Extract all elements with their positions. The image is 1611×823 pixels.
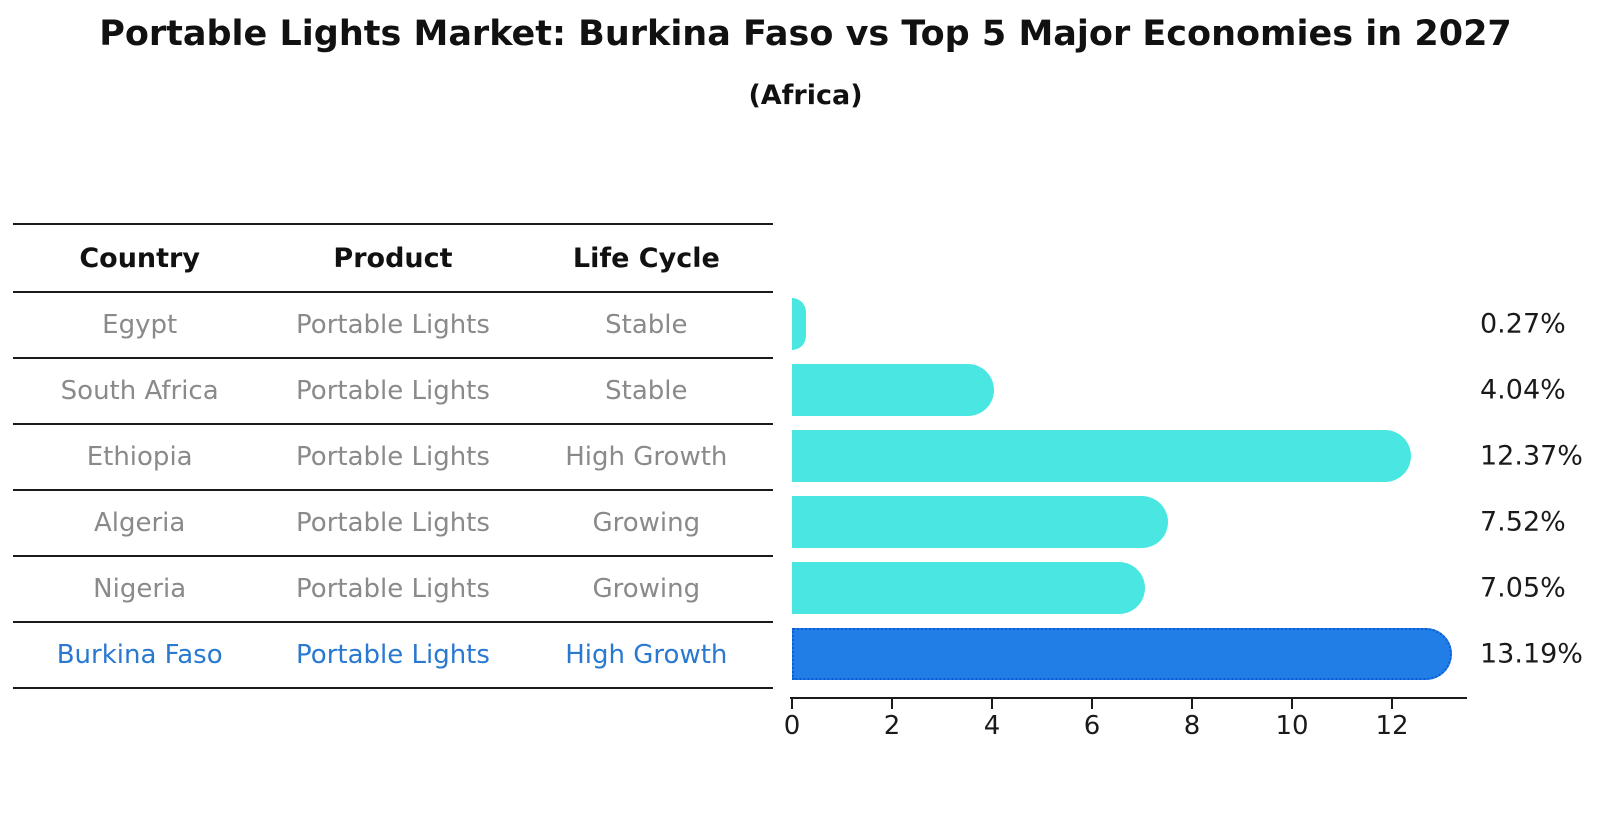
x-axis-tick-label: 2 — [883, 711, 901, 741]
table-row: South Africa Portable Lights Stable — [13, 359, 773, 425]
x-axis-tick-label: 0 — [783, 711, 801, 741]
x-axis-tick — [991, 699, 993, 709]
cell-product: Portable Lights — [296, 376, 490, 406]
cell-life-cycle: Growing — [592, 508, 701, 538]
bar-burkina-faso — [792, 628, 1452, 680]
cell-country: Egypt — [102, 310, 178, 340]
cell-product: Portable Lights — [296, 508, 490, 538]
cell-product: Portable Lights — [296, 574, 490, 604]
bar-nigeria — [792, 562, 1145, 614]
cell-life-cycle: Stable — [605, 310, 688, 340]
bar-value-label: 7.52% — [1480, 506, 1566, 538]
bar-ethiopia — [792, 430, 1411, 482]
bar-south-africa — [792, 364, 994, 416]
chart-subtitle: (Africa) — [748, 80, 863, 111]
x-axis-tick-label: 12 — [1375, 711, 1409, 741]
cell-life-cycle: Growing — [592, 574, 701, 604]
bar-value-label: 4.04% — [1480, 374, 1566, 406]
cell-country: Ethiopia — [86, 442, 193, 472]
x-axis-tick — [891, 699, 893, 709]
cell-life-cycle: High Growth — [565, 640, 728, 670]
x-axis-line — [790, 697, 1467, 699]
bar-value-label: 12.37% — [1480, 440, 1583, 472]
chart-title: Portable Lights Market: Burkina Faso vs … — [99, 14, 1512, 54]
table-row: Egypt Portable Lights Stable — [13, 293, 773, 359]
country-table: Country Product Life Cycle Egypt Portable Li… — [13, 223, 773, 689]
cell-product: Portable Lights — [296, 442, 490, 472]
column-header-life-cycle: Life Cycle — [572, 242, 720, 274]
x-axis-tick — [791, 699, 793, 709]
bar-value-label: 13.19% — [1480, 638, 1583, 670]
x-axis-tick-label: 4 — [983, 711, 1001, 741]
column-header-product: Product — [333, 242, 453, 274]
table-row: Burkina Faso Portable Lights High Growth — [13, 623, 773, 689]
x-axis-tick-label: 8 — [1183, 711, 1201, 741]
table-row: Ethiopia Portable Lights High Growth — [13, 425, 773, 491]
table-row: Nigeria Portable Lights Growing — [13, 557, 773, 623]
table-row: Algeria Portable Lights Growing — [13, 491, 773, 557]
cell-country: Algeria — [93, 508, 186, 538]
table-header-row: Country Product Life Cycle — [13, 225, 773, 293]
cell-product: Portable Lights — [296, 310, 490, 340]
x-axis-tick — [1091, 699, 1093, 709]
cell-product: Portable Lights — [296, 640, 490, 670]
column-header-country: Country — [79, 242, 200, 274]
x-axis-tick — [1191, 699, 1193, 709]
cell-country: Burkina Faso — [56, 640, 223, 670]
x-axis-tick — [1291, 699, 1293, 709]
bar-algeria — [792, 496, 1168, 548]
x-axis-tick-label: 10 — [1275, 711, 1309, 741]
cell-life-cycle: High Growth — [565, 442, 728, 472]
cell-life-cycle: Stable — [605, 376, 688, 406]
x-axis-tick — [1391, 699, 1393, 709]
bar-value-label: 7.05% — [1480, 572, 1566, 604]
bar-egypt — [792, 298, 806, 350]
cell-country: Nigeria — [93, 574, 187, 604]
bar-value-label: 0.27% — [1480, 308, 1566, 340]
x-axis-tick-label: 6 — [1083, 711, 1101, 741]
cell-country: South Africa — [60, 376, 219, 406]
